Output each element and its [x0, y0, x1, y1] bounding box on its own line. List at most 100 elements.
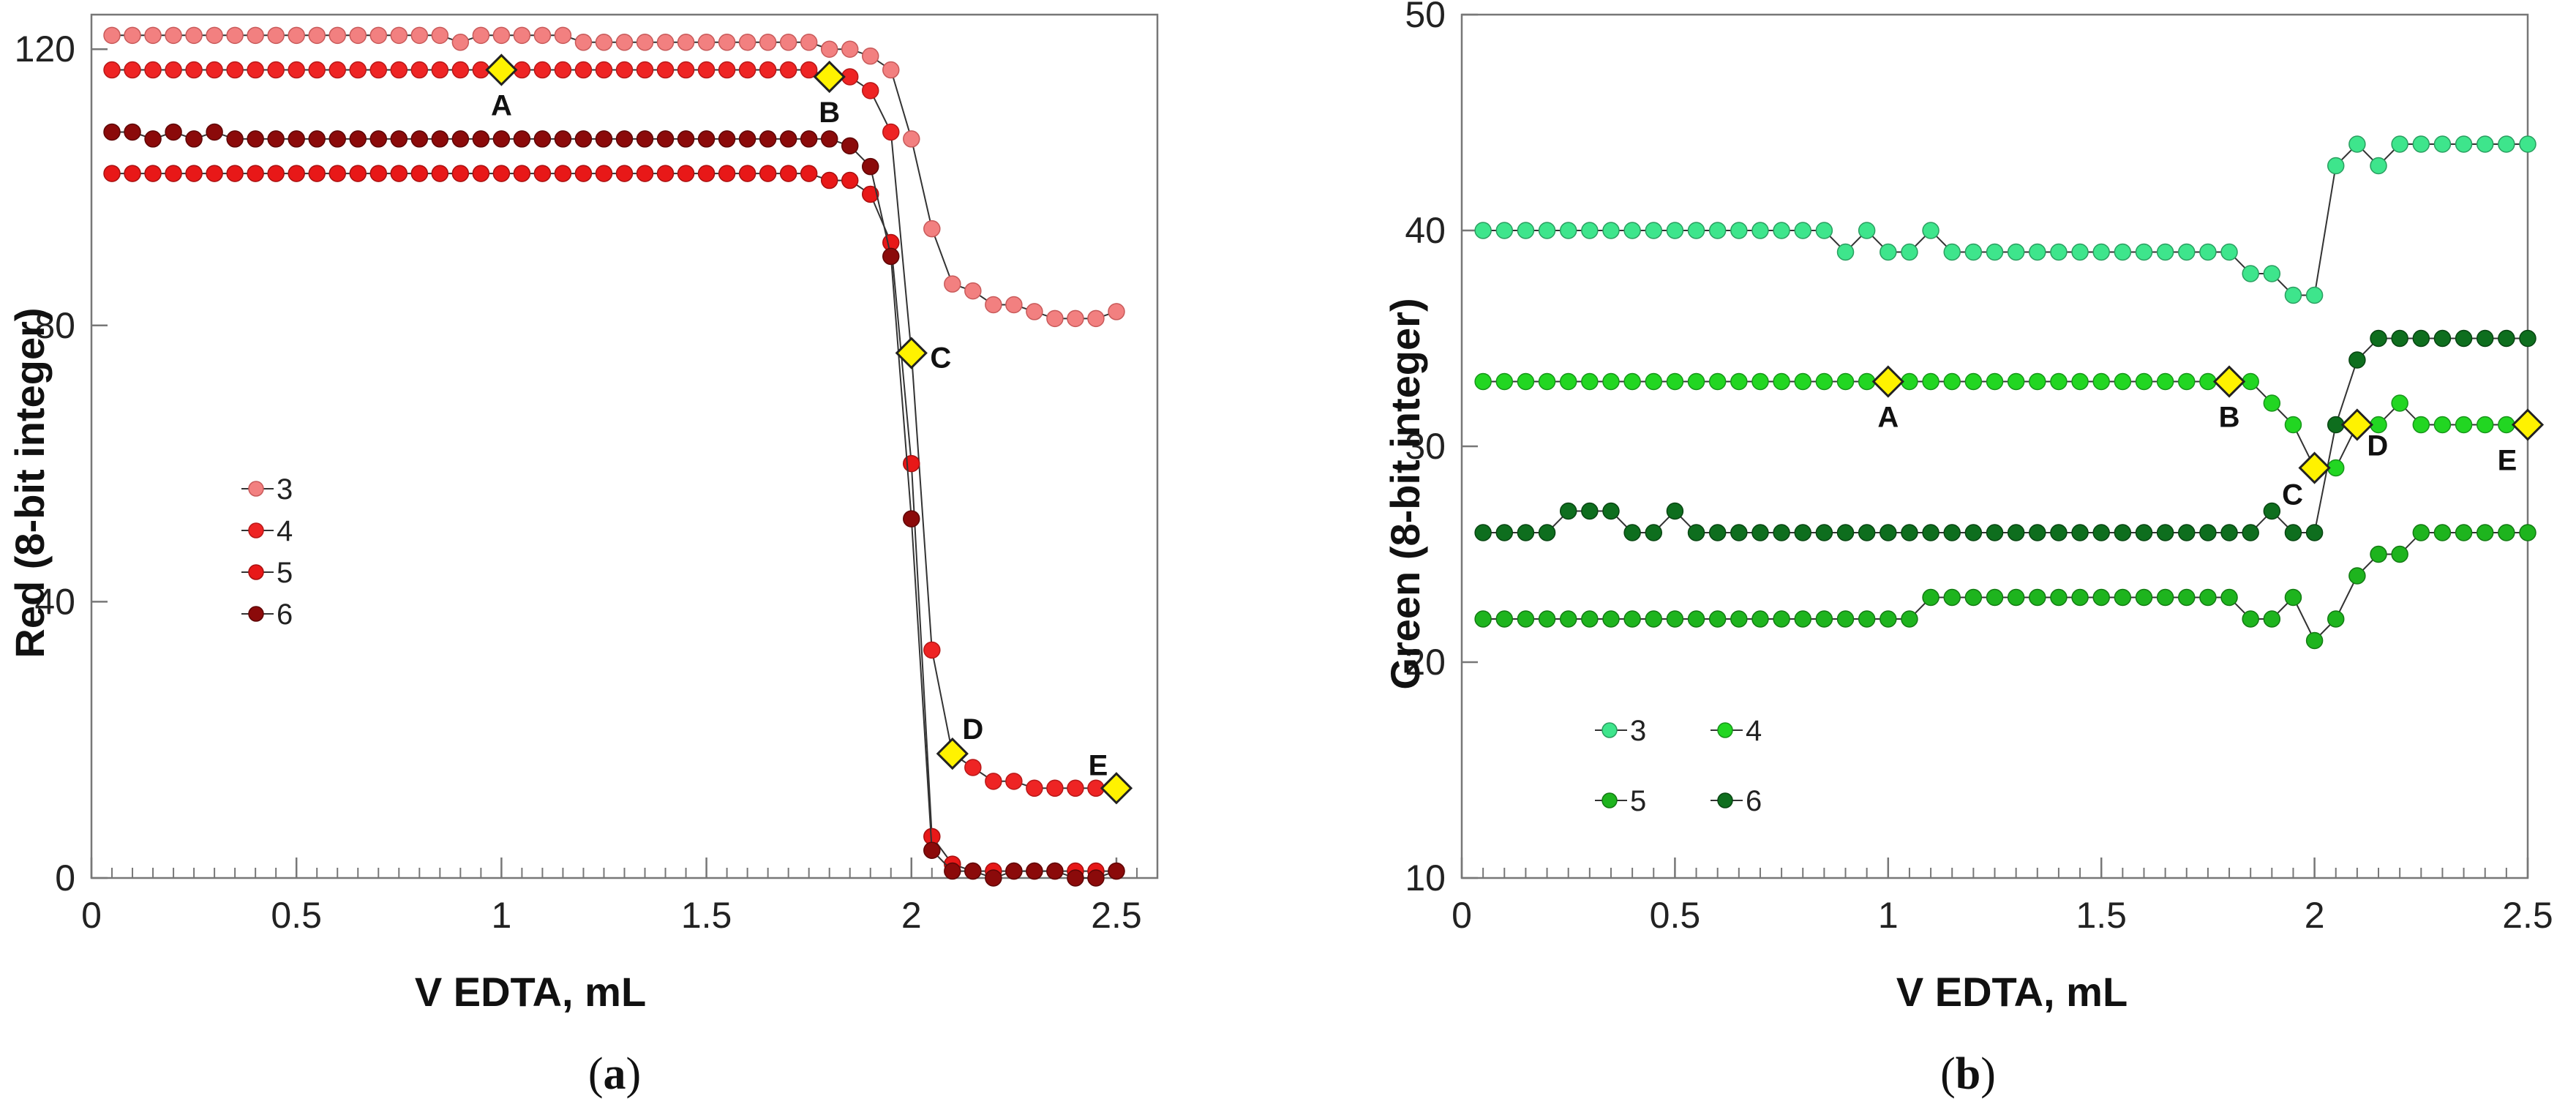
green-data-point — [2178, 372, 2196, 391]
red-data-point — [349, 165, 367, 182]
red-data-point — [431, 61, 449, 79]
green-y-tick-label: 40 — [1405, 210, 1446, 251]
red-data-point — [759, 61, 777, 79]
caption-a-open: ( — [588, 1049, 604, 1099]
red-data-point — [718, 130, 736, 148]
green-data-point — [1538, 222, 1556, 239]
green-data-point — [1602, 502, 1620, 520]
red-data-point — [1046, 309, 1064, 328]
red-data-point — [615, 130, 634, 148]
red-plot-area: 0 0.5 1 1.5 2 2.5 0 40 80 120 A B C D E 3 4 5 6 — [15, 13, 1159, 936]
green-data-point — [2476, 135, 2494, 153]
green-legend-item-6: 6 — [1711, 785, 1762, 817]
red-data-point — [124, 123, 141, 141]
red-series-5 — [103, 165, 1125, 880]
green-legend: 3 4 5 6 — [1595, 715, 1762, 817]
green-data-point — [1751, 372, 1769, 391]
red-data-point — [554, 26, 572, 45]
red-data-point — [615, 34, 634, 51]
red-legend-swatch — [248, 564, 264, 580]
green-data-point — [2178, 588, 2196, 607]
red-data-point — [533, 26, 552, 45]
green-marker-label-E: E — [2498, 445, 2517, 477]
red-data-point — [165, 26, 182, 45]
red-data-point — [288, 130, 305, 148]
green-data-point — [1495, 524, 1514, 541]
green-data-point — [1474, 610, 1492, 628]
red-data-point — [944, 275, 961, 293]
green-data-point — [1581, 222, 1599, 239]
red-data-point — [1087, 309, 1105, 328]
red-data-point — [738, 130, 756, 148]
green-data-point — [1836, 524, 1855, 541]
red-data-point — [144, 61, 162, 79]
red-data-point — [779, 61, 797, 79]
red-data-point — [903, 130, 920, 148]
red-data-point — [1026, 303, 1043, 320]
red-legend-label: 4 — [277, 515, 293, 547]
green-data-point — [2092, 588, 2110, 607]
green-data-point — [1964, 524, 1983, 541]
red-data-point — [903, 510, 920, 528]
green-data-point — [1645, 610, 1663, 628]
green-y-tick-label: 20 — [1405, 642, 1446, 683]
green-data-point — [2433, 135, 2452, 153]
green-data-point — [1751, 524, 1769, 541]
red-data-point — [369, 26, 388, 45]
red-data-point — [247, 26, 264, 45]
red-x-tick-label: 1.5 — [681, 895, 732, 936]
red-data-point — [964, 862, 982, 880]
green-data-point — [1986, 372, 2004, 391]
red-data-point — [410, 26, 429, 45]
green-data-point — [1730, 222, 1748, 239]
red-data-point — [472, 130, 490, 148]
green-data-point — [2050, 243, 2068, 261]
red-data-point — [718, 61, 736, 79]
green-data-point — [1687, 524, 1705, 541]
green-marker-E — [2511, 408, 2545, 441]
green-marker-A — [1871, 365, 1904, 398]
red-data-point — [103, 61, 121, 79]
green-data-point — [1880, 524, 1897, 541]
red-data-point — [554, 61, 572, 79]
green-data-point — [2114, 243, 2132, 261]
red-data-point — [451, 130, 470, 148]
green-data-point — [2071, 372, 2089, 391]
green-data-point — [2263, 394, 2281, 412]
green-data-point — [1773, 222, 1790, 239]
green-legend-swatch — [1601, 792, 1618, 808]
red-data-point — [124, 61, 141, 79]
green-data-point — [1815, 372, 1833, 391]
green-data-point — [1901, 243, 1918, 261]
green-data-point — [2178, 524, 2196, 541]
green-data-point — [1794, 610, 1811, 628]
green-data-point — [2263, 502, 2281, 520]
green-data-point — [1687, 222, 1705, 239]
red-data-point — [656, 34, 675, 51]
green-data-point — [2092, 243, 2110, 261]
green-data-point — [1858, 610, 1876, 628]
green-data-point — [2519, 329, 2536, 348]
red-marker-E — [1100, 772, 1133, 805]
green-legend-label: 4 — [1746, 715, 1762, 747]
red-data-point — [165, 61, 182, 79]
green-series-6 — [1474, 329, 2536, 541]
red-y-tick-label: 120 — [15, 29, 75, 70]
red-data-point — [308, 130, 326, 148]
green-data-point — [1708, 610, 1727, 628]
red-data-point — [882, 61, 900, 79]
green-data-point — [2476, 329, 2494, 348]
red-data-point — [390, 165, 408, 182]
green-data-point — [1751, 610, 1769, 628]
green-data-point — [1708, 524, 1727, 541]
green-data-point — [1559, 502, 1577, 520]
red-data-point — [1046, 779, 1064, 798]
red-data-point — [779, 165, 797, 182]
red-data-point — [923, 841, 941, 859]
red-data-point — [247, 130, 264, 148]
green-marker-label-B: B — [2219, 402, 2240, 434]
green-data-point — [2156, 588, 2174, 607]
red-data-point — [800, 165, 818, 182]
green-data-point — [1623, 610, 1641, 628]
